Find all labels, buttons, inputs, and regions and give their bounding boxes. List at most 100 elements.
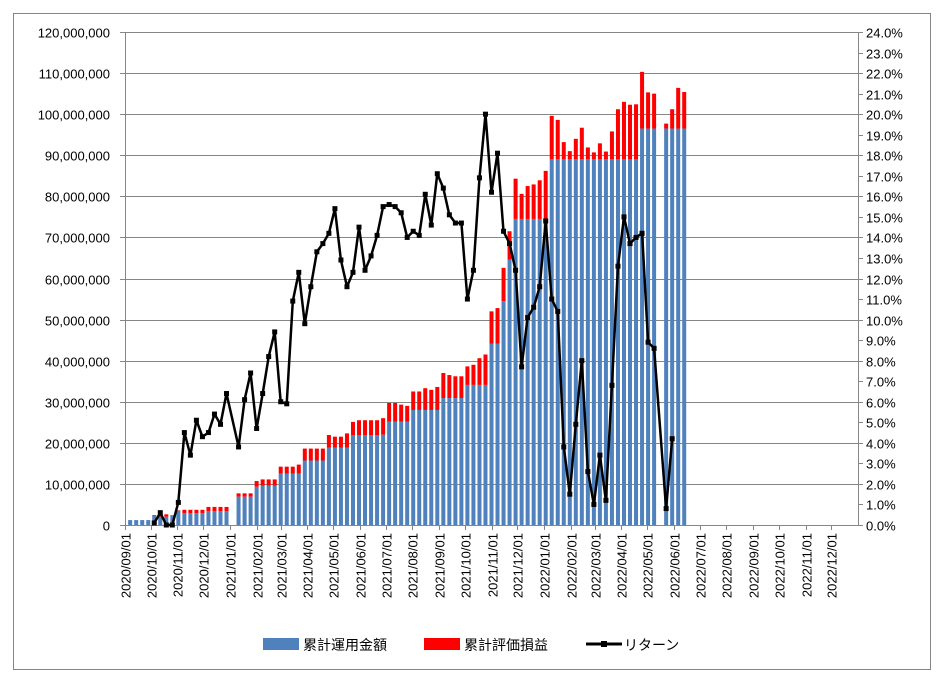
bar-invested (333, 448, 337, 525)
bar-gain (526, 186, 530, 219)
return-marker (369, 253, 374, 258)
bar-invested (447, 398, 451, 525)
bar-gain (435, 387, 439, 410)
bar-gain (182, 510, 186, 513)
bar-invested (309, 460, 313, 525)
bar-invested (652, 129, 656, 525)
return-marker (549, 297, 554, 302)
legend-label-return: リターン (624, 637, 679, 653)
return-marker (248, 370, 253, 375)
right-axis-tick-label: 16.0% (866, 190, 903, 205)
return-marker (260, 391, 265, 396)
bar-gain (255, 481, 259, 487)
return-marker (489, 190, 494, 195)
bar-gain (363, 420, 367, 435)
right-axis-tick-label: 17.0% (866, 170, 903, 185)
bar-gain (592, 152, 596, 159)
return-marker (176, 500, 181, 505)
x-axis-tick-label: 2022/08/01 (720, 533, 735, 598)
bar-invested (243, 497, 247, 525)
left-axis-tick-label: 120,000,000 (38, 26, 110, 41)
bar-invested (321, 460, 325, 525)
return-marker (320, 241, 325, 246)
return-marker (284, 401, 289, 406)
bar-invested (146, 520, 150, 525)
bar-invested (303, 460, 307, 525)
return-marker (441, 186, 446, 191)
bar-gain (652, 94, 656, 129)
bar-gain (664, 124, 668, 129)
return-marker (537, 284, 542, 289)
bar-invested (291, 474, 295, 525)
return-marker (224, 391, 229, 396)
x-axis-tick-label: 2021/10/01 (459, 533, 474, 598)
bar-invested (634, 159, 638, 525)
return-marker (278, 399, 283, 404)
bar-invested (453, 398, 457, 525)
return-marker (615, 264, 620, 269)
return-marker (188, 453, 193, 458)
bar-gain (580, 128, 584, 160)
bar-gain (243, 493, 247, 496)
return-marker (628, 241, 633, 246)
return-marker (194, 418, 199, 423)
bar-gain (538, 180, 542, 219)
bar-invested (399, 421, 403, 525)
return-marker (423, 192, 428, 197)
bar-gain (357, 420, 361, 435)
bar-gain (574, 139, 578, 160)
x-axis-tick-label: 2021/12/01 (511, 533, 526, 598)
bar-invested (544, 219, 548, 525)
bar-invested (140, 520, 144, 525)
return-marker (573, 422, 578, 427)
return-marker (236, 444, 241, 449)
return-marker (477, 175, 482, 180)
right-axis-tick-label: 4.0% (866, 437, 896, 452)
return-marker (435, 171, 440, 176)
bar-invested (206, 511, 210, 525)
bar-gain (237, 493, 241, 496)
bar-invested (357, 435, 361, 525)
return-marker (357, 225, 362, 230)
return-marker (646, 340, 651, 345)
return-marker (429, 223, 434, 228)
left-axis-tick-label: 110,000,000 (39, 67, 110, 82)
bar-gain (194, 510, 198, 513)
bar-invested (459, 398, 463, 525)
right-axis-tick-label: 8.0% (866, 355, 896, 370)
return-marker (621, 214, 626, 219)
bar-gain (333, 437, 337, 448)
bar-gain (483, 355, 487, 385)
right-axis-tick-label: 18.0% (866, 149, 903, 164)
x-axis-tick-label: 2020/11/01 (171, 533, 186, 597)
return-marker (272, 329, 277, 334)
bar-invested (405, 421, 409, 525)
return-marker (314, 249, 319, 254)
bar-gain (616, 109, 620, 159)
x-axis-tick-label: 2020/10/01 (145, 533, 160, 598)
bar-invested (550, 159, 554, 525)
bar-gain (339, 437, 343, 448)
bar-gain (321, 449, 325, 461)
return-marker (296, 270, 301, 275)
bar-gain (423, 388, 427, 410)
return-marker (308, 284, 313, 289)
bar-gain (556, 120, 560, 159)
bar-invested (640, 129, 644, 525)
bar-invested (526, 219, 530, 525)
return-marker (561, 444, 566, 449)
bar-invested (134, 520, 138, 525)
bar-invested (285, 474, 289, 525)
return-marker (218, 422, 223, 427)
bar-gain (465, 366, 469, 384)
bar-gain (532, 184, 536, 219)
return-marker (332, 206, 337, 211)
return-marker (411, 229, 416, 234)
return-marker (254, 426, 259, 431)
right-axis-tick-label: 9.0% (866, 334, 896, 349)
bar-invested (435, 410, 439, 525)
right-axis-tick-label: 24.0% (866, 26, 903, 41)
return-marker (164, 523, 169, 528)
bar-gain (604, 152, 608, 160)
bar-gain (218, 507, 222, 511)
